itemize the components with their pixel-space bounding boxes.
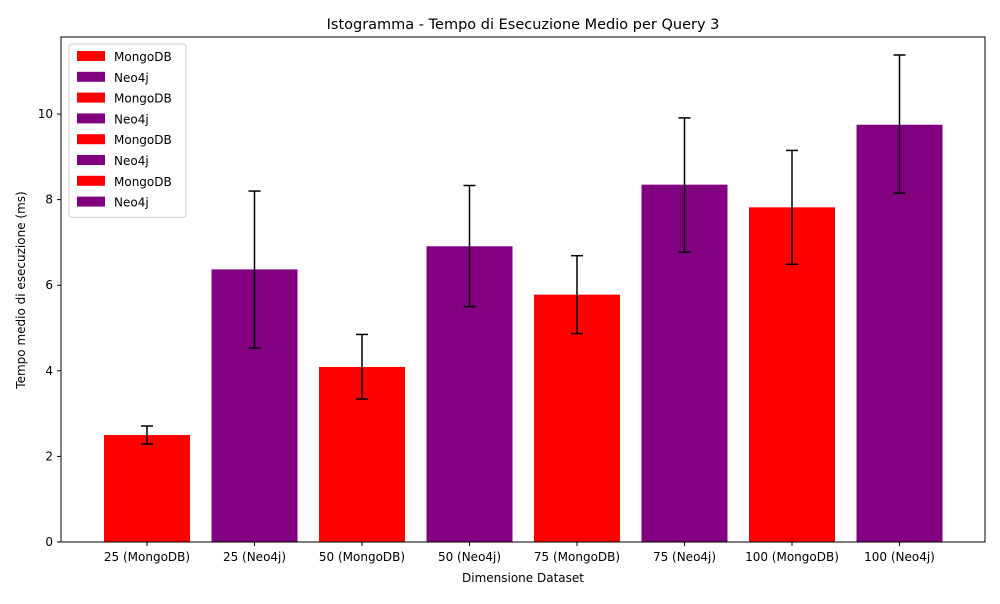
legend-box <box>68 43 187 218</box>
legend-label-8: Neo4j <box>114 196 149 210</box>
legend-label-1: MongoDB <box>114 50 172 64</box>
x-tick-label-2: 25 (Neo4j) <box>223 550 286 564</box>
legend-swatch-6 <box>77 155 105 165</box>
x-tick-label-6: 75 (Neo4j) <box>653 550 716 564</box>
bar-5 <box>534 294 620 542</box>
legend-swatch-5 <box>77 134 105 145</box>
x-axis-label: Dimensione Dataset <box>462 571 584 585</box>
x-tick-label-8: 100 (Neo4j) <box>864 550 935 564</box>
chart-title: Istogramma - Tempo di Esecuzione Medio p… <box>327 17 720 33</box>
plot-frame <box>60 36 986 543</box>
legend-label-2: Neo4j <box>114 71 149 85</box>
legend-swatch-1 <box>77 51 105 61</box>
y-axis-label: Tempo medio di esecuzione (ms) <box>14 191 28 389</box>
plot-area <box>61 37 985 542</box>
x-tick-label-4: 50 (Neo4j) <box>438 550 501 564</box>
legend-swatch-4 <box>77 113 105 124</box>
x-tick-label-1: 25 (MongoDB) <box>104 550 190 564</box>
x-tick-label-7: 100 (MongoDB) <box>745 550 839 564</box>
legend: MongoDB Neo4j MongoDB Neo4j MongoDB Neo4j Mong… <box>68 43 187 218</box>
bars-layer <box>104 124 943 543</box>
legend-label-3: MongoDB <box>114 92 172 106</box>
bar-8 <box>856 124 943 543</box>
legend-label-4: Neo4j <box>114 112 149 126</box>
legend-label-6: Neo4j <box>114 154 149 168</box>
y-tick-label-4: 6 <box>45 278 53 292</box>
error-bars-layer <box>141 54 906 445</box>
legend-swatch-2 <box>77 71 105 82</box>
y-tick-label-1: 0 <box>45 535 53 549</box>
legend-label-5: MongoDB <box>114 133 172 147</box>
bar-1 <box>104 435 190 542</box>
x-axis: 25 (MongoDB) 25 (Neo4j) 50 (MongoDB) 50 (Ne… <box>104 542 935 564</box>
legend-swatch-7 <box>77 175 105 186</box>
y-tick-label-3: 4 <box>45 364 53 378</box>
legend-label-7: MongoDB <box>114 175 172 189</box>
legend-swatch-8 <box>77 196 105 207</box>
y-tick-label-5: 8 <box>45 193 53 207</box>
x-tick-label-5: 75 (MongoDB) <box>534 550 620 564</box>
y-tick-label-6: 10 <box>38 107 53 121</box>
y-axis: 0 2 4 6 8 10 <box>38 107 61 549</box>
x-tick-label-3: 50 (MongoDB) <box>319 550 405 564</box>
legend-swatch-3 <box>77 92 105 103</box>
y-tick-label-2: 2 <box>45 449 53 463</box>
